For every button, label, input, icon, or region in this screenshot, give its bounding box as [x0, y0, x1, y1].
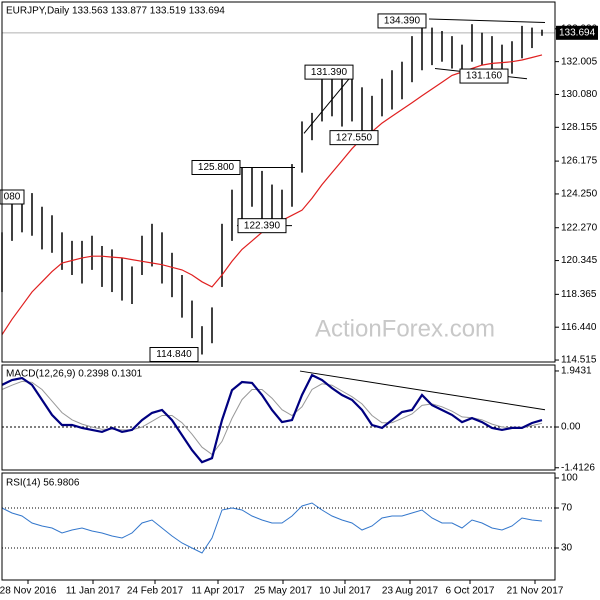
watermark: ActionForex.com: [315, 315, 495, 342]
x-tick-label: 24 Feb 2017: [127, 586, 184, 597]
annotation-label: 122.390: [244, 220, 281, 231]
x-tick-label: 28 Nov 2016: [0, 586, 57, 597]
rsi-line: [1, 502, 543, 554]
y-tick-label: 124.250: [561, 189, 598, 200]
annotation-label: 080: [4, 192, 21, 203]
annotation-box: [459, 68, 509, 84]
panel-frame: [1, 472, 556, 581]
trendline: [299, 370, 546, 411]
annotation-label: 131.160: [466, 71, 503, 82]
y-tick-label: 114.515: [561, 355, 597, 366]
x-tick-label: 21 Nov 2017: [507, 586, 564, 597]
panel-title: RSI(14) 56.9806: [6, 478, 80, 489]
signal-line: [1, 380, 543, 456]
y-tick-label: 70: [561, 503, 573, 514]
panel-title: EURJPY,Daily 133.563 133.877 133.519 133…: [6, 6, 225, 17]
x-tick-label: 11 Apr 2017: [191, 586, 245, 597]
annotation-box: [191, 159, 241, 175]
y-tick-label: -1.4126: [561, 462, 595, 473]
annotation-label: 127.550: [336, 132, 373, 143]
annotation-box: [304, 64, 354, 80]
annotation-box: [0, 189, 25, 205]
y-tick-label: 1.9431: [561, 366, 592, 377]
y-tick-label: 122.270: [561, 222, 598, 233]
x-tick-label: 10 Jul 2017: [319, 586, 371, 597]
panel-frame: [1, 1, 556, 363]
y-tick-label: 128.155: [561, 122, 598, 133]
y-tick-label: 120.345: [561, 255, 598, 266]
x-tick-label: 25 May 2017: [254, 586, 312, 597]
last-price-label: 133.694: [559, 27, 596, 38]
annotation-box: [149, 346, 199, 362]
annotation-label: 114.840: [156, 349, 192, 360]
y-tick-label: 116.440: [561, 322, 597, 333]
annotation-box: [329, 130, 379, 146]
x-tick-label: 6 Oct 2017: [446, 586, 495, 597]
annotation-label: 134.390: [384, 16, 421, 27]
annotation-box: [377, 13, 427, 29]
y-tick-label: 0.00: [561, 422, 581, 433]
trendline: [428, 18, 546, 23]
annotation-label: 131.390: [311, 67, 348, 78]
annotation-box: [237, 218, 287, 234]
trendline: [303, 75, 353, 134]
x-tick-label: 11 Jan 2017: [66, 586, 121, 597]
x-tick-label: 23 Aug 2017: [382, 586, 439, 597]
y-tick-label: 126.175: [561, 156, 598, 167]
macd-line: [1, 373, 543, 464]
last-price-box: [556, 25, 598, 40]
y-tick-label: 100: [561, 473, 578, 484]
y-tick-label: 118.365: [561, 289, 597, 300]
y-tick-label: 130.080: [561, 89, 598, 100]
annotation-label: 125.800: [198, 162, 235, 173]
y-tick-label: 132.005: [561, 56, 598, 67]
y-tick-label: 30: [561, 543, 573, 554]
panel-frame: [1, 364, 556, 471]
panel-title: MACD(12,26,9) 0.2398 0.1301: [6, 369, 143, 380]
